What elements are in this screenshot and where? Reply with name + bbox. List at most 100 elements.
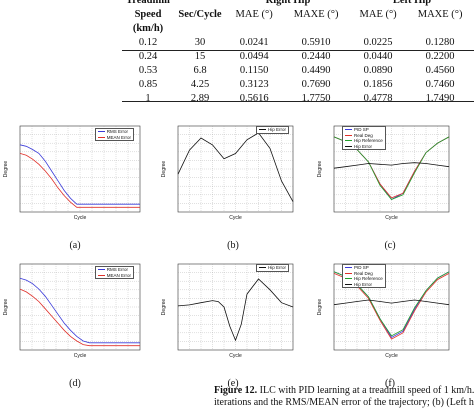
legend-swatch bbox=[345, 267, 352, 269]
legend-label: Hip Reference bbox=[354, 276, 383, 281]
header-right-hip: Right Hip bbox=[265, 0, 311, 6]
panel-label-e: (e) bbox=[227, 378, 239, 389]
panel-label-c: (c) bbox=[384, 240, 396, 251]
table-cell-l-mae: 0.0440 bbox=[363, 51, 393, 62]
table-cell-l-maxe: 0.4560 bbox=[425, 65, 455, 76]
chart-legend: RMS Error MEAN Error bbox=[94, 266, 134, 279]
table-cell-r-mae: 0.1150 bbox=[239, 65, 269, 76]
panel-label-f: (f) bbox=[385, 378, 395, 389]
legend-item: Hip Reference bbox=[345, 138, 383, 144]
table-cell-r-mae: 0.0494 bbox=[239, 51, 269, 62]
table-row: 0.12 30 0.0241 0.5910 0.0225 0.1280 bbox=[122, 36, 474, 50]
legend-swatch bbox=[345, 283, 352, 285]
table-cell-sec: 4.25 bbox=[190, 79, 210, 90]
table-cell-sec: 15 bbox=[194, 51, 206, 62]
table-cell-speed: 0.85 bbox=[138, 79, 158, 90]
series-line-mean-error bbox=[19, 153, 140, 208]
chart-legend: Hip Error bbox=[255, 264, 289, 272]
legend-swatch bbox=[345, 129, 352, 131]
legend-swatch bbox=[97, 131, 105, 133]
legend-swatch bbox=[97, 136, 105, 138]
series-line-hip-error bbox=[177, 278, 294, 342]
chart-panel-e: Degree Cycle Hip Error bbox=[161, 260, 297, 362]
table-rule bbox=[122, 50, 474, 51]
chart-legend: PID SP Real Deg Hip Reference Hip Error bbox=[342, 126, 386, 150]
chart-svg-e bbox=[177, 263, 294, 351]
caption-line1: ILC with PID learning at a treadmill spe… bbox=[259, 385, 474, 396]
series-line-hip-error bbox=[333, 299, 450, 306]
header-right-maxe: MAXE (°) bbox=[293, 9, 339, 20]
table-body: 0.12 30 0.0241 0.5910 0.0225 0.1280 0.24 15 0.04… bbox=[122, 36, 474, 106]
header-sec-cycle-label: Sec/Cycle bbox=[178, 9, 222, 20]
table-cell-r-maxe: 1.7750 bbox=[301, 93, 331, 104]
x-axis-label: Cycle bbox=[385, 215, 398, 221]
legend-swatch bbox=[258, 129, 266, 131]
table-bottom-rule bbox=[122, 101, 474, 102]
table-cell-r-maxe: 0.2440 bbox=[301, 51, 331, 62]
legend-item: RMS Error bbox=[97, 129, 131, 135]
chart-svg-b bbox=[177, 125, 294, 213]
y-axis-label: Degree bbox=[3, 160, 10, 178]
y-axis-label: Degree bbox=[161, 298, 168, 316]
table-cell-l-mae: 0.4778 bbox=[363, 93, 393, 104]
table-cell-speed: 0.53 bbox=[138, 65, 158, 76]
legend-swatch bbox=[97, 269, 105, 271]
legend-swatch bbox=[345, 278, 352, 280]
table-cell-speed: 0.24 bbox=[138, 51, 158, 62]
y-axis-label: Degree bbox=[317, 160, 324, 178]
series-line-rms-error bbox=[19, 277, 140, 344]
legend-label: RMS Error bbox=[106, 129, 128, 134]
table-cell-l-mae: 0.1856 bbox=[363, 79, 393, 90]
x-axis-label: Cycle bbox=[73, 353, 87, 359]
table-cell-sec: 2.89 bbox=[190, 93, 210, 104]
legend-label: RMS Error bbox=[106, 267, 128, 272]
legend-item: Hip Error bbox=[345, 144, 383, 150]
legend-swatch bbox=[345, 272, 352, 274]
series-line-rms-error bbox=[19, 144, 140, 205]
x-axis-label: Cycle bbox=[385, 353, 398, 359]
header-right-mae: MAE (°) bbox=[235, 9, 273, 20]
legend-swatch bbox=[258, 267, 266, 269]
table-cell-l-maxe: 0.2200 bbox=[425, 51, 455, 62]
legend-label: Real Deg bbox=[354, 270, 373, 276]
table-cell-r-maxe: 0.5910 bbox=[301, 37, 331, 48]
legend-label: Real Deg bbox=[354, 132, 373, 138]
legend-item: PID SP bbox=[345, 265, 383, 271]
legend-label: MEAN Error bbox=[106, 272, 131, 278]
legend-item: MEAN Error bbox=[97, 135, 131, 141]
table-cell-l-maxe: 0.7460 bbox=[425, 79, 455, 90]
table-cell-r-maxe: 0.4490 bbox=[301, 65, 331, 76]
legend-label: Hip Error bbox=[354, 143, 373, 149]
table-cell-r-mae: 0.0241 bbox=[239, 37, 269, 48]
legend-item: RMS Error bbox=[97, 267, 131, 273]
legend-item: Real Deg bbox=[345, 133, 383, 139]
legend-label: PID SP bbox=[354, 265, 369, 270]
y-axis-label: Degree bbox=[3, 298, 10, 316]
legend-item: Hip Error bbox=[258, 127, 286, 133]
chart-panel-a: Degree Cycle RMS Error MEAN Error bbox=[3, 122, 144, 224]
header-sec-cycle bbox=[174, 0, 226, 8]
legend-item: Hip Error bbox=[345, 282, 383, 288]
table-row: 1 2.89 0.5616 1.7750 0.4778 1.7490 bbox=[122, 92, 474, 106]
legend-item: MEAN Error bbox=[97, 272, 131, 279]
table-cell-l-mae: 0.0890 bbox=[363, 65, 393, 76]
table-cell-speed: 1 bbox=[145, 93, 151, 104]
legend-label: Hip Reference bbox=[354, 138, 383, 143]
table-row: 0.24 15 0.0494 0.2440 0.0440 0.2200 bbox=[122, 50, 474, 64]
y-axis-label: Degree bbox=[161, 160, 168, 178]
chart-panel-b: Degree Cycle Hip Error bbox=[161, 122, 297, 224]
header-left-mae: MAE (°) bbox=[359, 9, 397, 20]
table-cell-r-mae: 0.5616 bbox=[239, 93, 269, 104]
x-axis-label: Cycle bbox=[229, 215, 242, 221]
header-speed: Treadmill bbox=[126, 0, 170, 6]
caption-label: Figure 12. bbox=[214, 385, 258, 396]
panel-label-a: (a) bbox=[69, 240, 81, 251]
table-cell-r-mae: 0.3123 bbox=[239, 79, 269, 90]
header-speed-3: (km/h) bbox=[132, 23, 164, 34]
series-line-hip-error bbox=[333, 162, 450, 169]
table-cell-speed: 0.12 bbox=[138, 37, 158, 48]
legend-label: Hip Error bbox=[267, 265, 286, 270]
chart-panel-f: Degree Cycle PID SP Real Deg Hip Reference Hi… bbox=[317, 260, 453, 362]
y-axis-label: Degree bbox=[317, 298, 324, 316]
